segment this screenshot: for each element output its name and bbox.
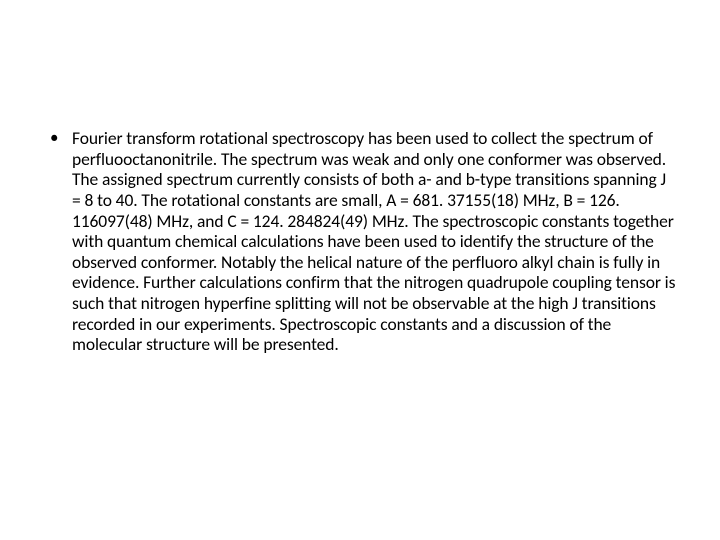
- bullet-list: Fourier transform rotational spectroscop…: [44, 128, 676, 355]
- bullet-text: Fourier transform rotational spectroscop…: [72, 127, 675, 355]
- list-item: Fourier transform rotational spectroscop…: [44, 128, 676, 355]
- slide: Fourier transform rotational spectroscop…: [0, 0, 720, 540]
